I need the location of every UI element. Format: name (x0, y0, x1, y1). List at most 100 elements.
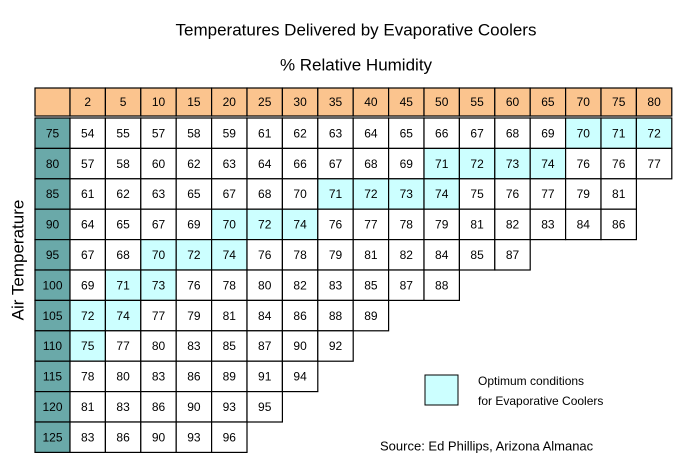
cell-value: 66 (435, 126, 449, 140)
row-header: 95 (46, 248, 60, 262)
cell (317, 269, 354, 301)
cell-value: 83 (187, 339, 201, 353)
cell-value: 57 (81, 157, 95, 171)
cell-value: 93 (223, 400, 237, 414)
cell-value: 88 (435, 278, 449, 292)
legend-text: for Evaporative Coolers (478, 394, 603, 408)
cell (175, 421, 213, 453)
cell (423, 239, 461, 271)
header-cell (529, 87, 567, 117)
column-header: 50 (435, 95, 449, 109)
cell-value: 70 (152, 248, 166, 262)
cell (388, 269, 425, 301)
cell-value: 81 (612, 187, 626, 201)
row-header: 80 (46, 157, 60, 171)
row-axis-label: Air Temperature (8, 200, 27, 321)
cell-value: 78 (400, 218, 414, 232)
cell (281, 299, 319, 332)
cell-value: 69 (187, 218, 201, 232)
cell-value: 67 (223, 187, 237, 201)
row-header: 115 (43, 370, 62, 384)
cell-value: 76 (258, 248, 272, 262)
cell-value: 65 (187, 187, 201, 201)
cell-value: 71 (116, 278, 130, 292)
cell-value: 71 (435, 157, 449, 171)
optimum-cell (388, 178, 425, 210)
title: Temperatures Delivered by Evaporative Co… (176, 20, 537, 39)
cell (69, 360, 107, 393)
cell-value: 81 (223, 309, 237, 323)
header-cell (69, 87, 107, 117)
column-header: 55 (470, 95, 484, 109)
cell-value: 76 (506, 187, 520, 201)
column-header: 10 (152, 95, 166, 109)
cell-value: 71 (612, 126, 626, 140)
cell (175, 391, 213, 423)
cell-value: 81 (364, 248, 378, 262)
cell (600, 178, 638, 210)
cell-value: 66 (293, 157, 307, 171)
cell-value: 78 (223, 278, 237, 292)
cell-value: 72 (258, 218, 272, 232)
cell-value: 95 (258, 400, 272, 414)
cell (104, 330, 142, 362)
header-cell (317, 87, 354, 117)
cell (69, 208, 107, 241)
cell-value: 92 (329, 339, 343, 353)
cell-value: 59 (223, 126, 237, 140)
cell (211, 178, 248, 210)
cell-value: 68 (258, 187, 272, 201)
cell-value: 54 (81, 126, 95, 140)
cell (104, 117, 142, 149)
cell (246, 299, 284, 332)
row-header: 75 (46, 126, 60, 140)
cell (140, 330, 177, 362)
cell-value: 68 (506, 126, 520, 140)
cell-value: 70 (293, 187, 307, 201)
optimum-cell (281, 208, 319, 241)
cell-value: 60 (152, 157, 166, 171)
cell-value: 79 (435, 218, 449, 232)
cell-value: 62 (187, 157, 201, 171)
cell (352, 239, 390, 271)
cell-value: 62 (116, 187, 130, 201)
cell-value: 75 (81, 339, 95, 353)
cell-value: 89 (223, 370, 237, 384)
cell (494, 178, 531, 210)
cell-value: 89 (364, 309, 378, 323)
cell (69, 117, 107, 149)
cell (104, 178, 142, 210)
cell (69, 147, 107, 180)
cell (281, 239, 319, 271)
column-header: 5 (120, 95, 127, 109)
cell-value: 85 (470, 248, 484, 262)
cell (317, 330, 354, 362)
cell-value: 64 (258, 157, 272, 171)
cell (69, 239, 107, 271)
column-header: 60 (506, 95, 520, 109)
row-header: 125 (42, 430, 62, 444)
cell-value: 79 (187, 309, 201, 323)
cell (246, 147, 284, 180)
cell-value: 65 (400, 126, 414, 140)
cell (352, 299, 390, 332)
cell (564, 208, 602, 241)
cell (423, 208, 461, 241)
cell-value: 74 (116, 309, 130, 323)
legend-swatch (424, 374, 459, 406)
cell (104, 421, 142, 453)
header-cell (140, 87, 177, 117)
cell (494, 117, 531, 149)
cell (69, 178, 107, 210)
cell (175, 208, 213, 241)
cell-value: 72 (187, 248, 201, 262)
cell-value: 76 (187, 278, 201, 292)
cell-value: 72 (81, 309, 95, 323)
cell-value: 86 (612, 218, 626, 232)
cell (458, 178, 496, 210)
cell-value: 75 (470, 187, 484, 201)
cell (246, 391, 284, 423)
cell-value: 67 (152, 218, 166, 232)
